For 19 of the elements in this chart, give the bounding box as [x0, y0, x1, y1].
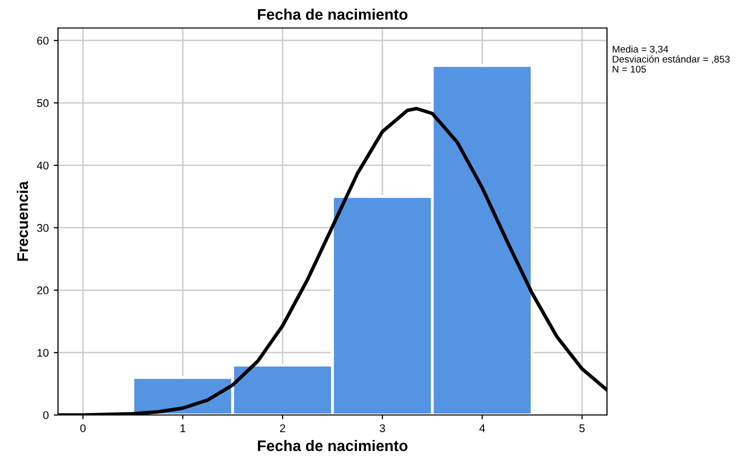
x-axis-title: Fecha de nacimiento	[258, 440, 408, 452]
x-tick-label: 3	[380, 424, 386, 432]
x-tick-label: 4	[479, 424, 485, 432]
y-tick-label: 60	[37, 36, 49, 45]
text: Media = 3,34	[612, 45, 668, 54]
y-tick-label: 40	[36, 162, 49, 170]
chart-title: Fecha de nacimiento	[258, 8, 408, 20]
text: Desviación estándar = ,853	[612, 55, 730, 64]
y-tick-label: 20	[37, 286, 49, 294]
y-tick-label: 50	[37, 99, 49, 108]
y-tick-label: 0	[43, 411, 49, 420]
x-tick-label: 2	[280, 424, 286, 432]
text: N = 105	[612, 66, 646, 73]
y-tick-label: 10	[37, 348, 49, 357]
x-tick-label: 0	[80, 424, 86, 432]
x-tick-label: 1	[180, 424, 186, 432]
y-axis-title: Frecuencia	[16, 181, 28, 261]
x-tick-label: 5	[579, 424, 585, 432]
y-tick-label: 30	[37, 224, 49, 232]
